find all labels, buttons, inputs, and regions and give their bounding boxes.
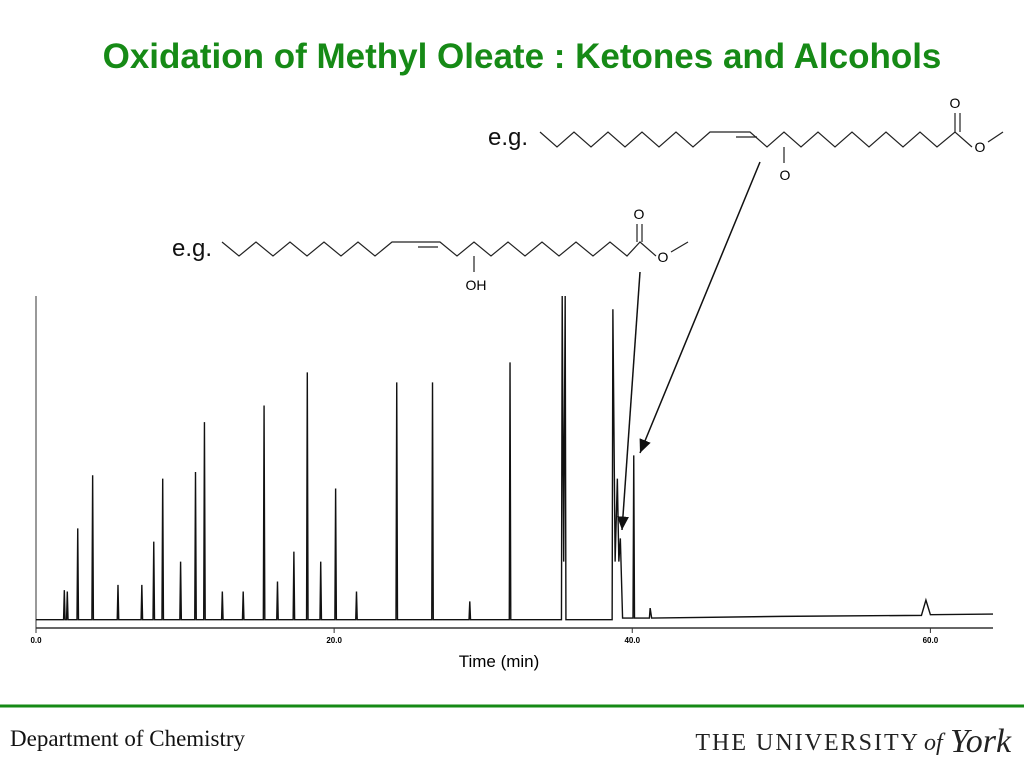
x-tick-label: 40.0 (624, 636, 640, 645)
trace (36, 295, 994, 621)
arrow (639, 161, 761, 454)
eg-label: e.g. (488, 124, 528, 151)
x-tick-label: 60.0 (923, 636, 939, 645)
x-tick-label: 0.0 (30, 636, 42, 645)
methyl-bond (670, 241, 689, 253)
university-of: of (924, 730, 946, 756)
atom-label: O (975, 139, 986, 155)
methyl-bond (987, 131, 1004, 143)
atom-label: O (780, 167, 791, 183)
x-axis-label: Time (min) (459, 652, 540, 671)
slide-title: Oxidation of Methyl Oleate : Ketones and… (103, 37, 942, 76)
x-tick-label: 20.0 (326, 636, 342, 645)
atom-label: O (950, 95, 961, 111)
ketone-chain (539, 131, 973, 148)
university-york: York (950, 723, 1012, 760)
atom-label: OH (466, 277, 487, 293)
department: Department of Chemistry (10, 726, 246, 751)
atom-label: O (634, 206, 645, 222)
university: THE UNIVERSITY (695, 730, 920, 756)
alcohol-chain (221, 241, 657, 257)
arrow (616, 271, 641, 531)
atom-label: O (658, 249, 669, 265)
chromatogram: 0.0 20.0 40.0 60.0 Time (min) (30, 295, 994, 671)
eg-label: e.g. (172, 235, 212, 262)
